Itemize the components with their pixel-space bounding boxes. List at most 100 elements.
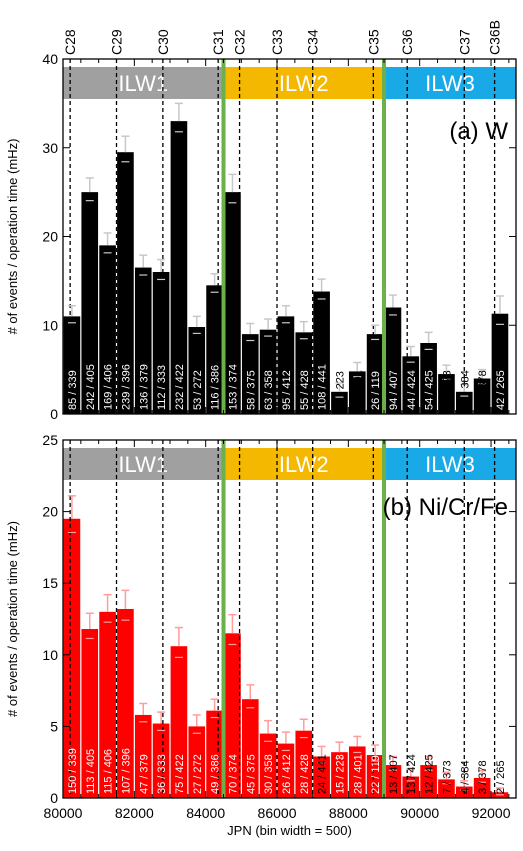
x-tick-label: 88000 <box>329 805 368 821</box>
y-axis-title: # of events / operation time (mHz) <box>5 139 20 335</box>
x-tick-label: 80000 <box>44 805 83 821</box>
bar-count-label: 94 / 407 <box>388 370 400 410</box>
bar-count-label: 153 / 374 <box>227 364 239 410</box>
bar-count-label: 63 / 358 <box>263 370 275 410</box>
bar <box>384 765 402 798</box>
bar-count-label: 28 / 428 <box>299 754 311 794</box>
bar <box>331 752 348 798</box>
bar-count-label: 22 / 119 <box>370 755 382 794</box>
bar-count-label: 75 / 422 <box>174 754 186 794</box>
bar <box>313 291 330 414</box>
campaign-band-ilw2 <box>223 67 385 99</box>
bar-count-label: 23 / 373 <box>441 370 453 410</box>
bar-count-label: 232 / 422 <box>174 364 186 410</box>
bar-count-label: 29 / 401 <box>352 370 364 410</box>
bar-count-label: 47 / 379 <box>138 754 150 794</box>
campaign-marker-label: C36B <box>487 20 503 55</box>
bar <box>134 267 152 414</box>
y-tick-label: 40 <box>42 51 58 67</box>
bar-count-label: 55 / 428 <box>299 370 311 410</box>
bar <box>99 245 116 414</box>
bar <box>366 755 384 798</box>
campaign-marker-label: C31 <box>210 29 226 55</box>
x-tick-label: 92000 <box>472 805 511 821</box>
campaign-marker-label: C29 <box>109 29 125 55</box>
bar-count-label: 13 / 424 <box>406 754 418 794</box>
bar-count-label: 112 / 333 <box>156 365 168 410</box>
y-tick-label: 10 <box>42 317 58 333</box>
bar <box>224 192 241 414</box>
y-tick-label: 0 <box>50 406 58 422</box>
bar <box>331 391 348 414</box>
bar-count-label: 12 / 425 <box>424 754 436 794</box>
x-axis-title: JPN (bin width = 500) <box>227 823 352 838</box>
bar <box>99 611 116 798</box>
bar <box>81 192 99 414</box>
y-tick-label: 0 <box>50 790 58 806</box>
bar-count-label: 242 / 405 <box>85 364 97 410</box>
bar-count-label: 239 / 396 <box>120 364 132 410</box>
bar <box>188 327 206 414</box>
campaign-marker-label: C36 <box>399 29 415 55</box>
bar <box>348 746 366 798</box>
bar-count-label: 7 / 373 <box>441 760 453 794</box>
bar <box>473 378 491 414</box>
bar-count-label: 70 / 374 <box>227 754 239 794</box>
panel-title: (a) W <box>449 118 508 145</box>
campaign-label: ILW2 <box>279 71 329 96</box>
campaign-marker-label: C30 <box>155 29 171 55</box>
bar-count-label: 11 / 223 <box>334 371 346 410</box>
bar <box>366 334 384 414</box>
x-tick-label: 84000 <box>186 805 225 821</box>
campaign-label: ILW1 <box>118 71 168 96</box>
campaign-band-ilw1 <box>63 67 224 99</box>
bar-count-label: 36 / 333 <box>156 754 168 794</box>
bar <box>152 723 170 798</box>
bar-count-label: 27 / 272 <box>192 754 204 794</box>
bar <box>384 307 402 414</box>
bar-count-label: 10 / 384 <box>459 370 471 410</box>
y-axis-title: # of events / operation time (mHz) <box>5 521 20 717</box>
bar <box>491 313 509 414</box>
x-tick-label: 90000 <box>400 805 439 821</box>
bar-count-label: 2 / 265 <box>495 760 507 794</box>
y-tick-label: 15 <box>42 575 58 591</box>
bar <box>259 329 277 414</box>
bar-count-label: 150 / 339 <box>67 748 79 794</box>
bar-count-label: 4 / 384 <box>459 760 471 794</box>
bar-count-label: 53 / 272 <box>192 370 204 410</box>
bar <box>63 518 81 798</box>
campaign-label: ILW3 <box>425 452 475 477</box>
bar-count-label: 28 / 401 <box>352 754 364 794</box>
bar-count-label: 34 / 378 <box>477 370 489 410</box>
bar-count-label: 107 / 396 <box>120 748 132 794</box>
bar <box>152 272 170 414</box>
bar <box>420 765 437 798</box>
y-tick-label: 20 <box>42 504 58 520</box>
bar-count-label: 116 / 386 <box>210 365 222 410</box>
bar <box>81 629 99 798</box>
bar <box>277 316 295 414</box>
bar <box>277 743 295 798</box>
bar-count-label: 42 / 265 <box>495 370 507 410</box>
bar-count-label: 3 / 378 <box>477 760 489 794</box>
bar <box>170 121 188 414</box>
bar <box>117 608 134 798</box>
bar-count-label: 44 / 424 <box>406 370 418 410</box>
bar <box>170 646 188 798</box>
bar-count-label: 15 / 223 <box>334 754 346 794</box>
campaign-label: ILW1 <box>118 452 168 477</box>
campaign-marker-label: C37 <box>456 29 472 55</box>
bar <box>295 730 313 798</box>
y-tick-label: 25 <box>42 432 58 448</box>
campaign-marker-label: C28 <box>62 29 78 55</box>
bar-count-label: 54 / 425 <box>424 370 436 410</box>
bar <box>295 332 313 414</box>
bar-count-label: 95 / 412 <box>281 370 293 410</box>
campaign-label: ILW2 <box>279 452 329 477</box>
bar-count-label: 30 / 358 <box>263 754 275 794</box>
campaign-marker-label: C32 <box>232 29 248 55</box>
bar <box>188 726 206 798</box>
x-tick-label: 86000 <box>258 805 297 821</box>
